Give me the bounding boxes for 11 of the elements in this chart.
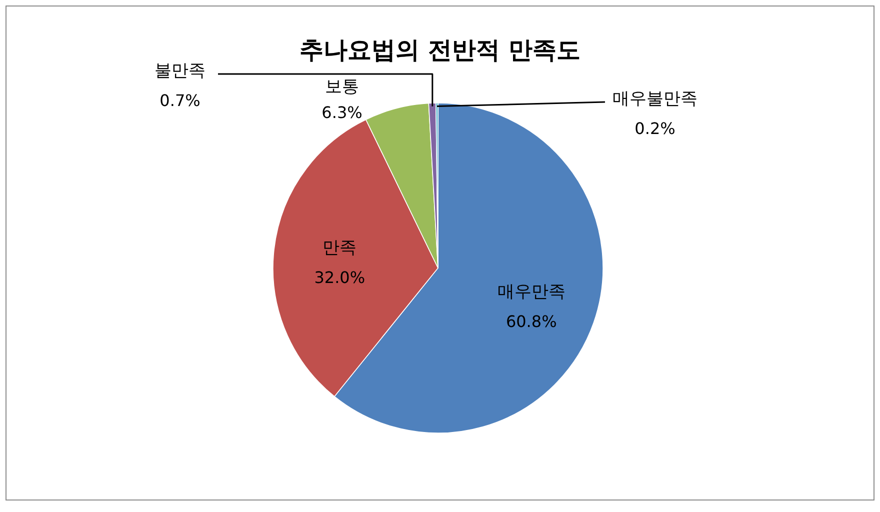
slice-label: 불만족 xyxy=(154,61,206,81)
data-label: 0.7% xyxy=(160,91,200,110)
slice-label: 만족 xyxy=(322,238,357,258)
slice-label: 매우만족 xyxy=(497,282,566,302)
chart-title: 추나요법의 전반적 만족도 xyxy=(300,36,580,64)
data-label: 60.8% xyxy=(506,312,557,331)
data-label: 6.3% xyxy=(322,103,362,122)
slice-label: 보통 xyxy=(325,77,359,97)
data-label: 32.0% xyxy=(314,268,366,287)
data-label: 0.2% xyxy=(634,119,676,138)
slice-label: 매우불만족 xyxy=(612,89,698,109)
